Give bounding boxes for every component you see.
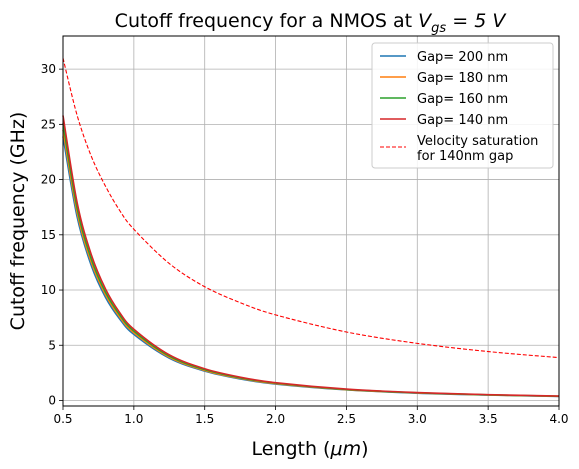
y-tick-label: 0: [48, 393, 56, 407]
y-tick-label: 25: [41, 117, 56, 131]
legend-label-4: Velocity saturation for 140nm gap: [417, 134, 538, 164]
x-tick-label: 1.0: [124, 412, 143, 426]
x-tick-label: 3.5: [479, 412, 498, 426]
x-axis-title: Length (μm): [251, 438, 368, 460]
y-tick-label: 10: [41, 283, 56, 297]
plot-frame: [62, 35, 560, 407]
legend-box: [371, 42, 554, 169]
chart-title: Cutoff frequency for a NMOS at Vgs = 5 V: [115, 10, 508, 36]
x-tick-label: 2.0: [266, 412, 285, 426]
legend-label-2: Gap= 160 nm: [417, 92, 508, 107]
legend-label-1: Gap= 180 nm: [417, 71, 508, 86]
x-tick-label: 0.5: [53, 412, 72, 426]
x-tick-label: 2.5: [337, 412, 356, 426]
axis-ticks: 0.5 1.0 1.5 2.0 2.5 3.0 3.5 4.0 0 5 10 15 20 25 30: [41, 62, 569, 426]
legend: Gap= 200 nm Gap= 180 nm Gap= 160 nm Gap= 14…: [371, 42, 554, 169]
y-tick-label: 5: [48, 338, 56, 352]
series-line-3: [62, 115, 560, 397]
series-lines: [62, 57, 560, 398]
series-line-4: [62, 57, 560, 359]
x-tick-label: 3.0: [408, 412, 427, 426]
y-axis-title: Cutoff frequency (GHz): [7, 112, 29, 331]
y-tick-label: 30: [41, 62, 56, 76]
x-tick-label: 1.5: [195, 412, 214, 426]
legend-label-0: Gap= 200 nm: [417, 50, 508, 65]
legend-label-3: Gap= 140 nm: [417, 113, 508, 128]
x-tick-label: 4.0: [549, 412, 568, 426]
y-tick-label: 20: [41, 173, 56, 187]
y-tick-label: 15: [41, 228, 56, 242]
